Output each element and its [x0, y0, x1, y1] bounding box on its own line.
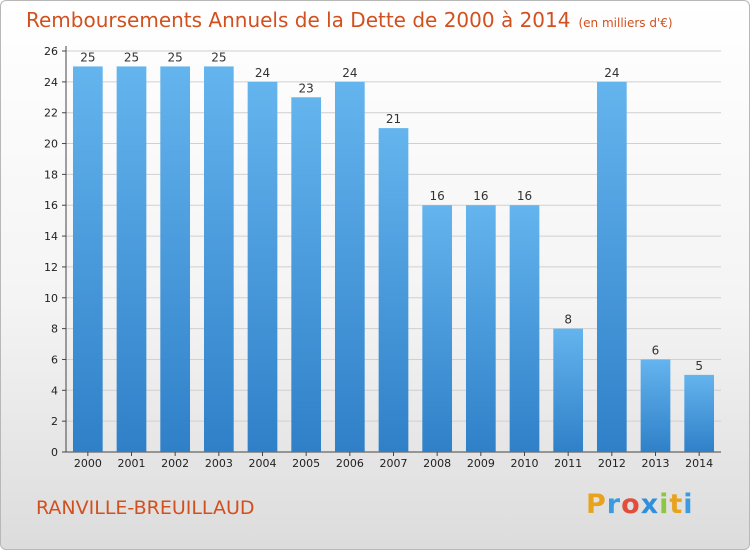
data-label: 21	[386, 112, 401, 126]
y-tick-label: 12	[44, 261, 58, 274]
bar	[247, 81, 278, 452]
x-tick-label: 2007	[380, 457, 408, 470]
bar	[553, 328, 584, 452]
data-label: 24	[604, 66, 619, 80]
x-tick-label: 2010	[511, 457, 539, 470]
y-tick-label: 18	[44, 168, 58, 181]
bar	[291, 97, 322, 453]
data-label: 16	[473, 189, 488, 203]
y-tick-label: 10	[44, 292, 58, 305]
y-tick-label: 4	[51, 384, 58, 397]
y-tick-label: 16	[44, 199, 58, 212]
bar	[684, 374, 715, 452]
data-label: 6	[652, 343, 660, 357]
bar	[378, 128, 409, 452]
logo-letter: x	[640, 489, 660, 520]
commune-name: RANVILLE-BREUILLAUD	[36, 497, 255, 519]
x-tick-label: 2006	[336, 457, 364, 470]
data-label: 25	[211, 50, 226, 64]
x-tick-label: 2000	[74, 457, 102, 470]
y-tick-label: 0	[51, 446, 58, 459]
x-tick-label: 2003	[205, 457, 233, 470]
y-tick-label: 6	[51, 353, 58, 366]
bar	[116, 66, 147, 452]
y-tick-label: 26	[44, 45, 58, 58]
y-tick-label: 22	[44, 107, 58, 120]
logo-letter: i	[683, 489, 694, 520]
data-label: 25	[124, 50, 139, 64]
data-label: 24	[255, 66, 270, 80]
bar	[160, 66, 191, 452]
bar	[640, 359, 671, 452]
y-tick-label: 8	[51, 323, 58, 336]
bar	[422, 205, 453, 452]
x-tick-label: 2009	[467, 457, 495, 470]
data-label: 16	[430, 189, 445, 203]
chart-title: Remboursements Annuels de la Dette de 20…	[26, 8, 673, 32]
x-tick-label: 2013	[642, 457, 670, 470]
x-tick-label: 2004	[249, 457, 277, 470]
chart-title-text: Remboursements Annuels de la Dette de 20…	[26, 8, 571, 32]
x-tick-label: 2014	[685, 457, 713, 470]
x-tick-label: 2008	[423, 457, 451, 470]
bar	[72, 66, 103, 452]
x-tick-label: 2005	[292, 457, 320, 470]
y-tick-label: 24	[44, 76, 58, 89]
x-tick-label: 2011	[554, 457, 582, 470]
y-tick-label: 14	[44, 230, 58, 243]
data-label: 5	[695, 359, 703, 373]
data-label: 16	[517, 189, 532, 203]
y-tick-label: 20	[44, 138, 58, 151]
chart-unit: (en milliers d'€)	[578, 16, 673, 30]
data-label: 8	[564, 313, 572, 327]
x-tick-label: 2002	[161, 457, 189, 470]
bar	[465, 205, 496, 452]
proxiti-logo[interactable]: Proxiti	[586, 489, 694, 520]
bars	[72, 66, 715, 453]
data-label: 25	[80, 50, 95, 64]
data-label: 23	[299, 81, 314, 95]
logo-letter: r	[606, 489, 622, 520]
x-tick-label: 2001	[118, 457, 146, 470]
bar	[203, 66, 234, 452]
x-tick-label: 2012	[598, 457, 626, 470]
y-tick-label: 2	[51, 415, 58, 428]
logo-letter: o	[621, 489, 641, 520]
logo-letter: i	[659, 489, 670, 520]
bar	[596, 81, 627, 452]
logo-letter: t	[669, 489, 684, 520]
data-label: 24	[342, 66, 357, 80]
bar	[334, 81, 365, 452]
data-label: 25	[168, 50, 183, 64]
bar	[509, 205, 540, 452]
logo-letter: P	[586, 489, 607, 520]
